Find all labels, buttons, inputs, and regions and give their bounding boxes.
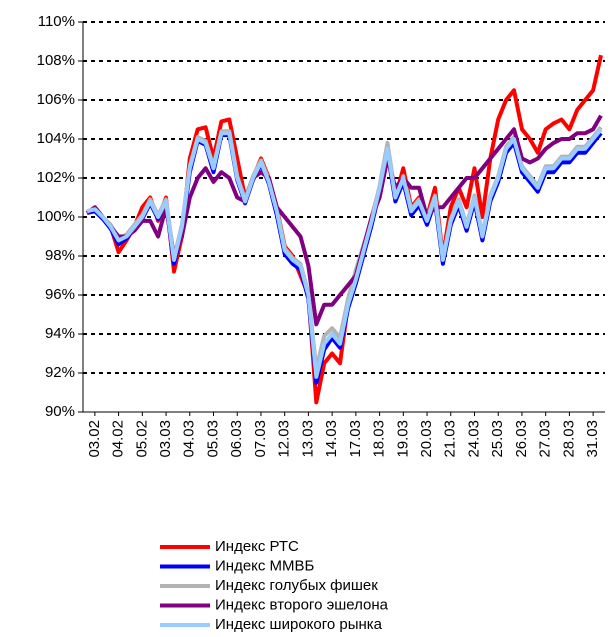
x-tick-label: 18.03 (371, 420, 388, 458)
x-tick-label: 04.02 (110, 420, 127, 458)
x-tick-label: 12.03 (276, 420, 293, 458)
series-line (85, 54, 603, 405)
y-tick-label: 102% (37, 169, 75, 186)
x-tick-label: 31.03 (584, 420, 601, 458)
x-tick-label: 05.02 (133, 420, 150, 458)
y-tick-label: 108% (37, 52, 75, 69)
x-tick-label: 06.03 (228, 420, 245, 458)
x-tick-label: 28.03 (560, 420, 577, 458)
x-tick-label: 26.03 (513, 420, 530, 458)
x-tick-label: 13.03 (299, 420, 316, 458)
y-tick-label: 94% (45, 325, 75, 342)
legend-label: Индекс второго эшелона (215, 596, 389, 613)
y-tick-label: 92% (45, 364, 75, 381)
y-tick-label: 90% (45, 403, 75, 420)
y-tick-label: 98% (45, 247, 75, 264)
y-tick-label: 96% (45, 286, 75, 303)
x-tick-label: 05.03 (204, 420, 221, 458)
x-tick-label: 07.03 (252, 420, 269, 458)
legend-label: Индекс голубых фишек (215, 577, 378, 594)
x-tick-label: 04.03 (181, 420, 198, 458)
x-tick-label: 21.03 (442, 420, 459, 458)
y-tick-label: 110% (38, 13, 75, 30)
x-tick-label: 24.03 (465, 420, 482, 458)
y-tick-label: 104% (37, 130, 75, 147)
series-line (85, 114, 603, 327)
x-tick-label: 19.03 (394, 420, 411, 458)
legend-label: Индекс РТС (215, 538, 299, 555)
x-tick-label: 03.03 (157, 420, 174, 458)
series-line (86, 128, 603, 379)
legend-label: Индекс ММВБ (215, 557, 315, 574)
y-tick-label: 100% (37, 208, 75, 225)
x-tick-label: 20.03 (418, 420, 435, 458)
x-tick-label: 14.03 (323, 420, 340, 458)
x-tick-label: 25.03 (489, 420, 506, 458)
legend-label: Индекс широкого рынка (215, 616, 383, 633)
x-tick-label: 27.03 (537, 420, 554, 458)
y-tick-label: 106% (37, 91, 75, 108)
x-tick-label: 03.02 (86, 420, 103, 458)
x-tick-label: 17.03 (347, 420, 364, 458)
